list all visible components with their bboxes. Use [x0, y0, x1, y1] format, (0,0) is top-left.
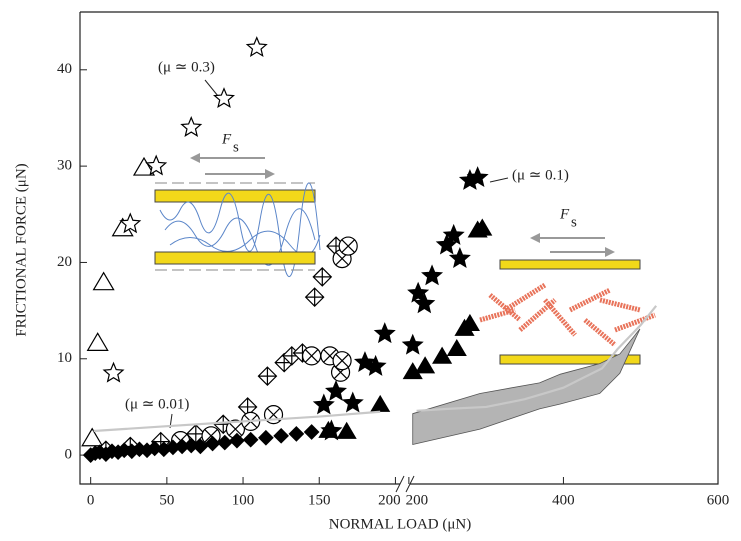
- diamond-marker: [313, 268, 331, 286]
- triangle-marker: [94, 273, 114, 290]
- triangle-marker: [371, 396, 389, 411]
- y-tick-label: 0: [65, 447, 73, 463]
- inset-subscript: s: [233, 139, 239, 155]
- annotation-pointer: [490, 178, 508, 182]
- x-tick-label: 0: [87, 492, 95, 508]
- triangle-marker: [416, 357, 434, 372]
- x-tick-label: 50: [159, 492, 174, 508]
- x-tick-label: 200: [378, 492, 401, 508]
- x-tick-label: 200: [406, 492, 429, 508]
- diamond-marker: [258, 367, 276, 385]
- star-marker: [214, 89, 233, 107]
- y-tick-label: 20: [57, 254, 72, 270]
- diamond-marker: [274, 429, 288, 443]
- x-tick-label: 150: [308, 492, 331, 508]
- inset-subscript: s: [571, 214, 577, 230]
- diamond-marker: [289, 427, 303, 441]
- arrow-head: [530, 233, 540, 243]
- annotation: (μ ≃ 0.3): [158, 59, 215, 75]
- x-tick-label: 400: [552, 492, 575, 508]
- star-marker: [403, 335, 422, 353]
- frame: [80, 12, 718, 484]
- inset-right: F s: [480, 206, 655, 364]
- star-marker: [343, 393, 362, 411]
- triangle-marker: [448, 340, 466, 355]
- diamond-marker: [305, 425, 319, 439]
- annotation: (μ ≃ 0.1): [512, 167, 569, 183]
- chart: NORMAL LOAD (μN) FRICTIONAL FORCE (μN) F…: [0, 0, 741, 541]
- triangle-marker: [88, 333, 108, 350]
- star-marker: [182, 118, 201, 136]
- diamond-marker: [306, 288, 324, 306]
- circle-marker: [339, 237, 357, 255]
- arrow-head: [605, 247, 615, 257]
- annotation: (μ ≃ 0.01): [125, 396, 189, 412]
- annotation-pointer: [205, 80, 218, 96]
- inset-label: F: [221, 131, 232, 147]
- star-marker: [423, 266, 442, 284]
- circle-marker: [333, 352, 351, 370]
- star-marker: [450, 249, 469, 267]
- surface: [155, 190, 315, 202]
- star-marker: [104, 363, 123, 381]
- range-band: [413, 329, 640, 445]
- arrow-head: [265, 169, 275, 179]
- x-tick-label: 600: [707, 492, 730, 508]
- inset-left: F s: [155, 131, 320, 276]
- surface: [500, 260, 640, 269]
- star-marker: [247, 38, 266, 56]
- star-marker: [375, 324, 394, 342]
- star-marker: [326, 382, 345, 400]
- diamond-marker: [244, 433, 258, 447]
- circle-marker: [303, 347, 321, 365]
- arrow-head: [190, 153, 200, 163]
- triangle-marker: [338, 423, 356, 438]
- diamond-marker: [259, 431, 273, 445]
- inset-label: F: [559, 206, 570, 222]
- x-axis-label: NORMAL LOAD (μN): [329, 516, 471, 532]
- x-tick-label: 100: [232, 492, 255, 508]
- surface: [155, 252, 315, 264]
- y-tick-label: 40: [57, 61, 72, 77]
- y-tick-label: 30: [57, 158, 72, 174]
- y-axis-label: FRICTIONAL FORCE (μN): [13, 163, 29, 336]
- y-tick-label: 10: [57, 350, 72, 366]
